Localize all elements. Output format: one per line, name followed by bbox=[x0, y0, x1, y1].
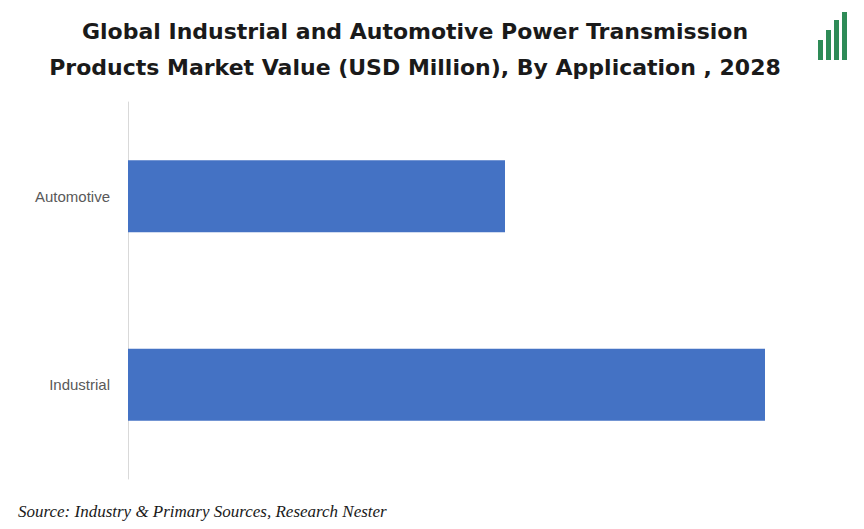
svg-text:Source: Industry & Primary Sou: Source: Industry & Primary Sources, Rese… bbox=[18, 502, 387, 521]
svg-text:Global Industrial and Automoti: Global Industrial and Automotive Power T… bbox=[82, 19, 748, 44]
svg-text:Automotive: Automotive bbox=[35, 188, 110, 205]
svg-text:Industrial: Industrial bbox=[49, 376, 110, 393]
svg-text:Products Market Value (USD Mil: Products Market Value (USD Million), By … bbox=[49, 55, 781, 80]
